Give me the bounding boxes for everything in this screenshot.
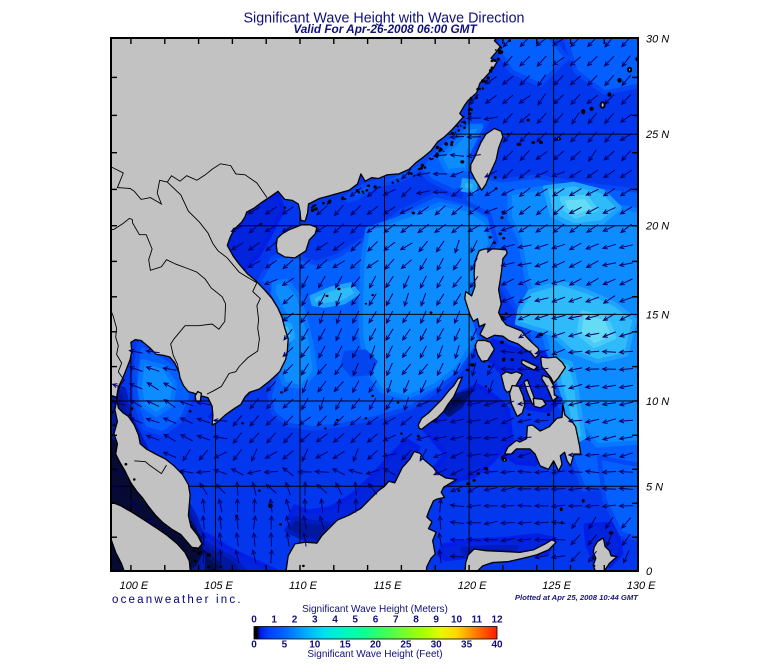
svg-text:10: 10	[451, 615, 463, 626]
svg-text:5: 5	[282, 640, 288, 651]
svg-text:15 N: 15 N	[646, 309, 669, 321]
svg-text:3: 3	[312, 615, 318, 626]
svg-text:5 N: 5 N	[646, 481, 663, 493]
svg-text:30: 30	[431, 640, 443, 651]
svg-text:9: 9	[433, 615, 439, 626]
svg-text:0: 0	[251, 640, 257, 651]
svg-text:120 E: 120 E	[458, 580, 487, 592]
svg-text:15: 15	[340, 640, 352, 651]
svg-text:0: 0	[251, 615, 257, 626]
svg-text:Significant Wave Height with W: Significant Wave Height with Wave Direct…	[243, 11, 524, 27]
svg-text:125 E: 125 E	[542, 580, 571, 592]
svg-text:8: 8	[413, 615, 419, 626]
svg-text:5: 5	[352, 615, 358, 626]
svg-text:7: 7	[393, 615, 399, 626]
svg-text:Significant Wave Height (Feet): Significant Wave Height (Feet)	[307, 649, 442, 660]
svg-text:30 N: 30 N	[646, 34, 669, 46]
svg-text:Significant Wave Height (Meter: Significant Wave Height (Meters)	[302, 604, 448, 615]
svg-text:130 E: 130 E	[627, 580, 656, 592]
svg-text:6: 6	[373, 615, 379, 626]
svg-text:0: 0	[646, 566, 653, 578]
svg-text:4: 4	[332, 615, 338, 626]
svg-text:20: 20	[370, 640, 382, 651]
svg-text:oceanweather inc.: oceanweather inc.	[112, 594, 243, 606]
svg-text:100 E: 100 E	[120, 580, 149, 592]
svg-text:20 N: 20 N	[645, 221, 669, 233]
svg-text:1: 1	[271, 615, 277, 626]
svg-text:2: 2	[292, 615, 298, 626]
svg-text:105 E: 105 E	[204, 580, 233, 592]
svg-text:35: 35	[461, 640, 473, 651]
svg-text:40: 40	[491, 640, 503, 651]
svg-text:Plotted at Apr 25, 2008 10:44: Plotted at Apr 25, 2008 10:44 GMT	[515, 593, 639, 602]
svg-text:10: 10	[309, 640, 321, 651]
svg-text:110 E: 110 E	[289, 580, 318, 592]
svg-text:25: 25	[400, 640, 412, 651]
svg-text:115 E: 115 E	[374, 580, 403, 592]
svg-text:12: 12	[491, 615, 503, 626]
svg-text:10 N: 10 N	[646, 396, 669, 408]
svg-text:Valid For Apr-26-2008 06:00 GM: Valid For Apr-26-2008 06:00 GMT	[293, 22, 478, 36]
svg-text:25 N: 25 N	[645, 129, 669, 141]
svg-text:11: 11	[472, 615, 483, 626]
